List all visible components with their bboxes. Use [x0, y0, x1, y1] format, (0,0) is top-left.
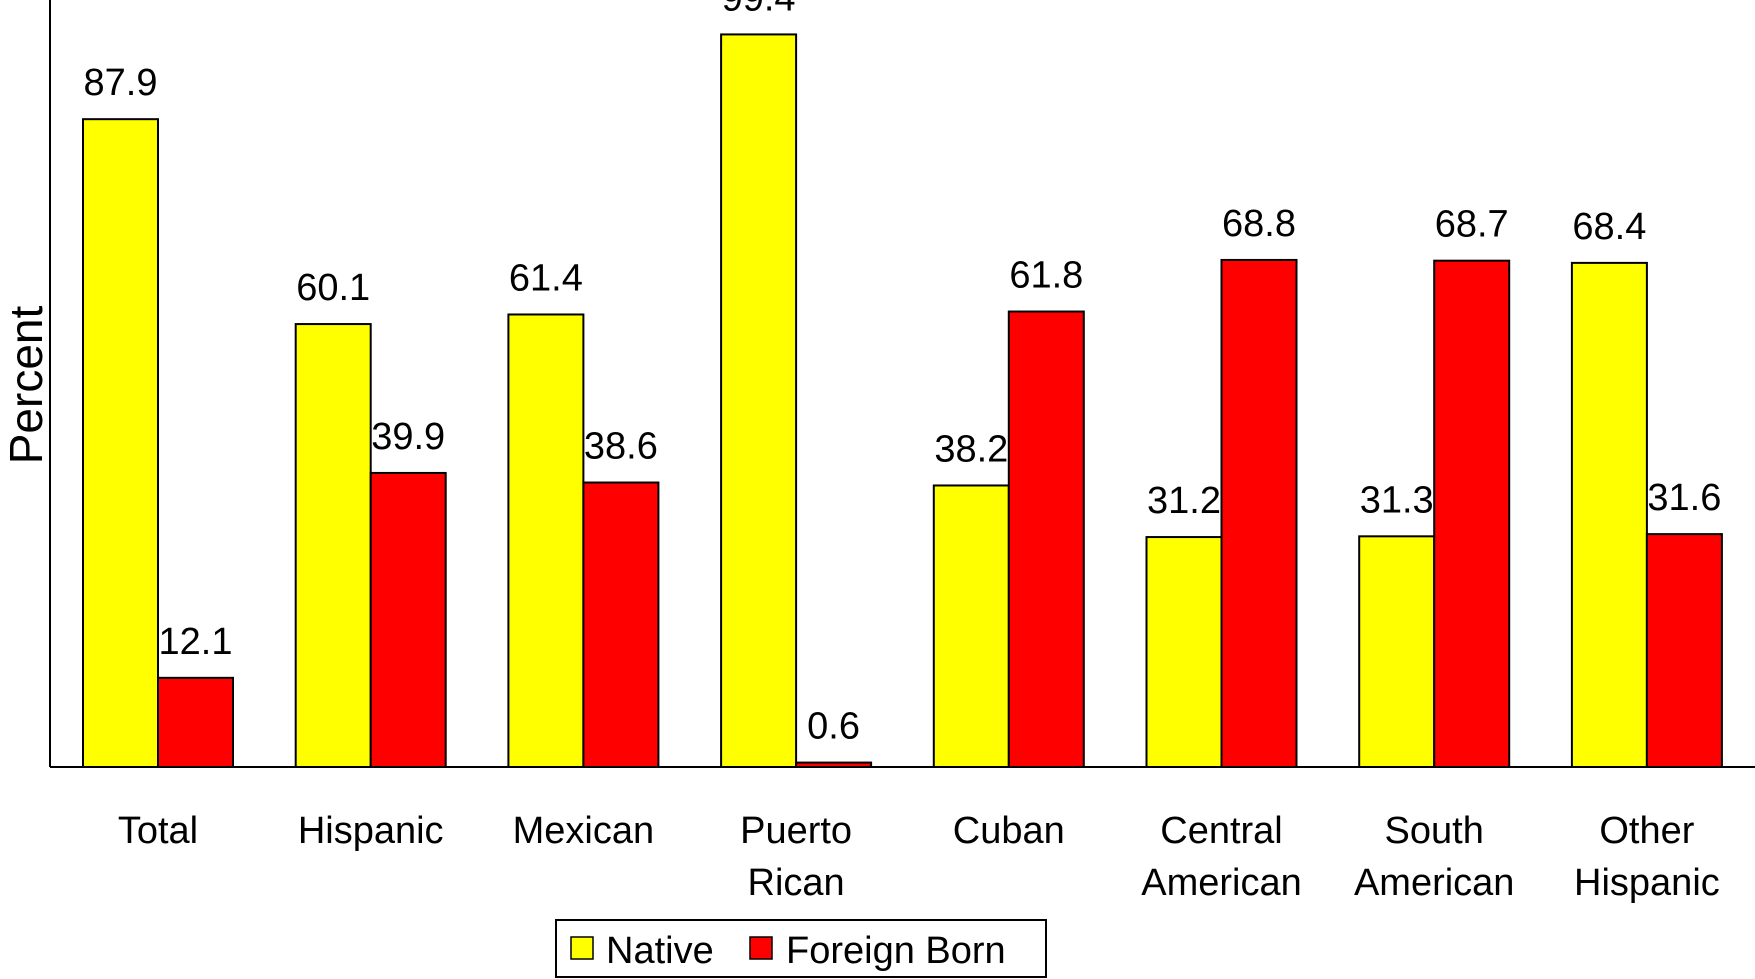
value-label-foreign-born-cuban: 61.8	[1009, 255, 1083, 297]
value-label-native-central-american: 31.2	[1147, 480, 1221, 522]
bar-native-south-american	[1358, 535, 1436, 768]
category-label-central-american: Central American	[1141, 810, 1302, 904]
bar-native-puerto-rican	[720, 33, 798, 769]
value-label-native-other-hispanic: 68.4	[1572, 206, 1646, 248]
bar-foreign-born-total	[157, 676, 234, 768]
bars	[82, 33, 1723, 769]
bar-foreign-born-central-american	[1220, 258, 1298, 768]
value-label-foreign-born-hispanic: 39.9	[371, 416, 445, 458]
bar-native-other-hispanic	[1570, 261, 1648, 768]
value-label-foreign-born-total: 12.1	[159, 621, 233, 663]
legend-label-foreign-born: Foreign Born	[786, 930, 1006, 972]
category-label-puerto-rican: Puerto Rican	[740, 810, 852, 904]
category-label-other-hispanic: Other Hispanic	[1574, 810, 1720, 904]
category-labels: Total Hispanic Mexican Puerto Rican Cuban Cent…	[118, 810, 1720, 904]
bar-foreign-born-hispanic	[369, 471, 447, 768]
legend-label-native: Native	[606, 930, 714, 972]
value-label-native-puerto-rican: 99.4	[722, 0, 796, 19]
legend-swatch-native	[570, 936, 594, 960]
value-label-foreign-born-puerto-rican: 0.6	[807, 706, 860, 748]
bar-foreign-born-cuban	[1007, 310, 1085, 768]
value-label-native-mexican: 61.4	[509, 257, 583, 299]
category-label-total: Total	[118, 810, 198, 852]
value-label-native-south-american: 31.3	[1360, 479, 1434, 521]
legend-box	[555, 919, 1047, 978]
value-label-native-cuban: 38.2	[934, 428, 1008, 470]
bar-native-cuban	[932, 484, 1010, 768]
category-label-mexican: Mexican	[513, 810, 655, 852]
category-label-hispanic: Hispanic	[298, 810, 444, 852]
legend: Native Foreign Born	[555, 919, 1047, 978]
bar-native-mexican	[507, 313, 585, 768]
legend-swatch-foreign-born	[749, 936, 773, 960]
category-label-south-american: South American	[1354, 810, 1515, 904]
value-label-native-hispanic: 60.1	[296, 267, 370, 309]
category-label-cuban: Cuban	[953, 810, 1065, 852]
y-axis-label: Percent	[0, 306, 52, 465]
value-label-foreign-born-south-american: 68.7	[1435, 204, 1509, 246]
value-label-foreign-born-central-american: 68.8	[1222, 203, 1296, 245]
value-label-foreign-born-other-hispanic: 31.6	[1647, 477, 1721, 519]
bar-native-central-american	[1145, 536, 1223, 769]
value-label-foreign-born-mexican: 38.6	[584, 426, 658, 468]
value-label-native-total: 87.9	[84, 62, 158, 104]
bar-foreign-born-south-american	[1433, 259, 1511, 768]
bar-native-total	[82, 118, 159, 768]
y-axis-label-group: Percent	[0, 306, 52, 465]
bar-native-hispanic	[294, 323, 372, 768]
bar-foreign-born-other-hispanic	[1645, 533, 1723, 768]
value-labels: 87.9 12.1 60.1 39.9 61.4 38.6 99.4 0.6 38.2 61.8 3…	[84, 0, 1722, 748]
bar-foreign-born-mexican	[582, 481, 660, 768]
